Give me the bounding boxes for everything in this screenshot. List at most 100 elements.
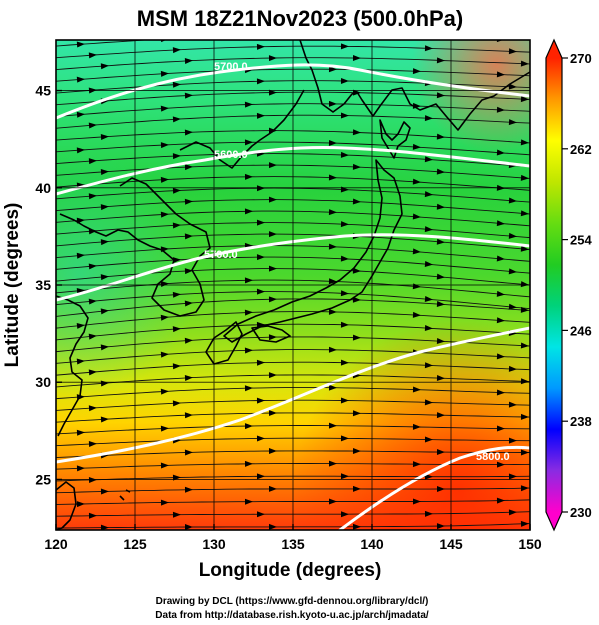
- wind-arrow: [160, 142, 169, 149]
- wind-arrow: [424, 325, 433, 332]
- wind-arrow: [329, 32, 337, 38]
- wind-arrow: [88, 158, 97, 165]
- wind-arrow: [520, 520, 529, 527]
- wind-arrow: [172, 257, 181, 264]
- wind-arrow: [268, 296, 277, 303]
- wind-arrow: [184, 337, 193, 344]
- wind-arrow: [88, 405, 97, 412]
- wind-arrow: [340, 321, 349, 328]
- wind-arrow: [520, 60, 529, 67]
- streamline: [56, 387, 530, 400]
- wind-arrow: [160, 314, 169, 321]
- streamline: [56, 210, 530, 227]
- x-tick-label: 135: [281, 536, 305, 552]
- wind-arrow: [436, 273, 445, 280]
- wind-arrow: [244, 277, 253, 284]
- wind-arrow: [184, 524, 193, 530]
- wind-arrow: [328, 460, 337, 467]
- streamline: [56, 45, 530, 59]
- contour-label-5600: 5600.0: [214, 149, 248, 161]
- wind-arrow: [172, 116, 181, 123]
- wind-arrow: [256, 397, 265, 404]
- wind-arrow: [496, 255, 505, 262]
- wind-arrow: [244, 309, 253, 316]
- wind-arrow: [76, 287, 85, 294]
- wind-arrow: [436, 523, 445, 530]
- wind-arrow: [412, 213, 421, 220]
- wind-arrow: [256, 112, 265, 119]
- x-tick-label: 150: [518, 536, 542, 552]
- streamline: [56, 361, 530, 376]
- wind-arrow: [436, 203, 445, 210]
- wind-arrow: [328, 422, 337, 429]
- colorbar-tick-label: 262: [570, 142, 592, 157]
- streamline: [56, 130, 530, 144]
- colorbar-tick-label: 238: [570, 414, 592, 429]
- wind-arrow: [256, 511, 265, 518]
- y-tick-label: 25: [35, 471, 51, 487]
- wind-arrow: [496, 71, 505, 78]
- wind-arrow: [496, 425, 505, 432]
- wind-arrow: [424, 510, 433, 517]
- wind-arrow: [352, 296, 361, 303]
- wind-arrow: [160, 462, 169, 469]
- wind-arrow: [88, 263, 97, 270]
- wind-arrow: [160, 176, 169, 183]
- wind-arrow: [268, 196, 277, 203]
- wind-arrow: [508, 268, 517, 275]
- streamline: [56, 91, 530, 106]
- figure-title: MSM 18Z21Nov2023 (500.0hPa): [137, 6, 464, 31]
- wind-arrow: [172, 187, 181, 194]
- wind-arrow: [76, 322, 85, 329]
- wind-arrow: [412, 143, 421, 150]
- wind-arrow: [496, 317, 505, 324]
- wind-arrow: [496, 461, 505, 468]
- y-tick-label: 35: [35, 277, 51, 293]
- wind-arrow: [508, 437, 517, 444]
- streamline: [56, 256, 530, 274]
- wind-arrow: [520, 378, 529, 385]
- wind-arrow: [496, 220, 505, 227]
- wind-arrow: [424, 156, 433, 163]
- wind-arrow: [496, 149, 505, 156]
- wind-arrow: [160, 105, 169, 112]
- x-tick-label: 140: [360, 536, 384, 552]
- wind-arrow: [244, 101, 253, 108]
- wind-arrow: [76, 358, 85, 365]
- contour-labels: 5700.0 5600.0 5700.0 5800.0: [204, 61, 510, 463]
- wind-arrow: [413, 33, 421, 39]
- wind-arrow: [328, 278, 337, 285]
- wind-arrow: [160, 388, 169, 395]
- wind-arrow: [88, 193, 97, 200]
- wind-arrow: [520, 413, 529, 420]
- wind-arrow: [436, 92, 445, 99]
- wind-arrow: [88, 52, 97, 59]
- wind-arrow: [76, 465, 85, 472]
- wind-arrow: [424, 295, 433, 302]
- streamline: [56, 141, 530, 156]
- streamline: [56, 40, 530, 47]
- streamline: [56, 68, 530, 82]
- wind-arrow: [184, 268, 193, 275]
- wind-arrow: [244, 173, 253, 180]
- wind-arrow: [184, 449, 193, 456]
- colorbar-min-arrow: [546, 512, 562, 530]
- wind-arrow: [328, 100, 337, 107]
- wind-arrow: [88, 122, 97, 129]
- wind-arrow: [520, 281, 529, 288]
- wind-arrow: [256, 288, 265, 295]
- wind-arrow: [100, 63, 109, 70]
- wind-arrow: [412, 386, 421, 393]
- wind-arrow: [76, 429, 85, 436]
- wind-arrow: [352, 267, 361, 274]
- wind-arrow: [340, 43, 349, 50]
- streamline: [56, 298, 530, 317]
- wind-arrow: [340, 77, 349, 84]
- wind-arrow: [340, 255, 349, 262]
- wind-arrow: [88, 476, 97, 483]
- streamline: [56, 103, 530, 118]
- wind-arrow: [160, 499, 169, 506]
- wind-arrow: [340, 473, 349, 480]
- wind-arrow: [184, 92, 193, 99]
- wind-arrow: [100, 239, 109, 246]
